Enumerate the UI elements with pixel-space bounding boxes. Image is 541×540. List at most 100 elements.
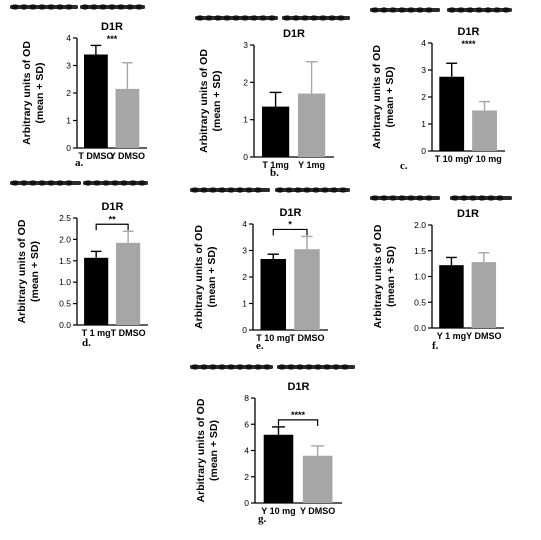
y-tick-label: 3 [243, 40, 248, 50]
y-axis-label: (mean + SD) [34, 63, 46, 124]
panel-letter: g. [258, 513, 267, 525]
y-axis-label: Arbitrary units of OD [193, 225, 205, 329]
y-tick-label: 0.5 [414, 297, 426, 307]
x-tick-label: T 1 mg [82, 328, 111, 338]
blot-lane [30, 180, 36, 186]
bar [262, 106, 290, 157]
blot-lane [260, 15, 266, 21]
panel-letter: c. [400, 160, 408, 172]
blot-lane [219, 187, 225, 193]
blot-lane [242, 15, 248, 21]
chart-panel-e: D1R Arbitrary units of OD (mean + SD) 0 1 2 3 4… [190, 187, 350, 352]
blot-lane [201, 187, 207, 193]
significance-label: **** [291, 410, 306, 420]
blot-lane [286, 187, 292, 193]
bar [263, 434, 294, 503]
blot-lane [251, 15, 257, 21]
bar [115, 88, 140, 148]
y-tick-label: 2 [242, 272, 247, 282]
blot-lane [82, 4, 88, 10]
blot-lane [48, 4, 54, 10]
blot-lane [485, 7, 491, 13]
y-axis-label: (mean + SD) [211, 71, 223, 132]
x-tick-label: Y DMSO [466, 331, 501, 341]
blot-lane [39, 4, 45, 10]
bar [439, 265, 464, 328]
bar [302, 455, 333, 503]
blot-lane [399, 195, 405, 201]
blot-lane [381, 195, 387, 201]
blot-lane [390, 7, 396, 13]
y-tick-label: 1.5 [414, 246, 426, 256]
blot-lane [333, 364, 339, 370]
blot-lane [21, 180, 27, 186]
blot-lane [224, 15, 230, 21]
bar [439, 76, 465, 151]
blot-lane [30, 4, 36, 10]
blot-lane [206, 15, 212, 21]
panel-letter: f. [432, 340, 439, 352]
y-tick-label: 1 [242, 299, 247, 309]
y-axis-label: Arbitrary units of OD [16, 219, 28, 323]
chart-title: D1R [101, 21, 123, 33]
y-tick-label: 2.0 [414, 220, 426, 230]
blot-lane [302, 15, 308, 21]
y-axis-label: (mean + SD) [29, 241, 41, 302]
x-tick-label: T DMSO [78, 151, 113, 161]
y-tick-label: 2 [244, 472, 249, 482]
panel-letter: a. [75, 157, 84, 169]
blot-lane [331, 187, 337, 193]
x-tick-label: T DMSO [290, 333, 325, 343]
y-tick-label: 0 [244, 498, 249, 508]
chart-title: D1R [283, 28, 305, 40]
blot-lane [381, 7, 387, 13]
y-tick-label: 8 [244, 393, 249, 403]
y-tick-label: 0 [421, 146, 426, 156]
chart-title: D1R [457, 26, 479, 38]
blot-lane [91, 4, 97, 10]
blot-lane [306, 364, 312, 370]
blot-lane [233, 15, 239, 21]
blot-lane [470, 195, 476, 201]
x-tick-label: Y 10 mg [261, 506, 295, 516]
x-tick-label: Y 1mg [298, 160, 325, 170]
blot-lane [121, 180, 127, 186]
chart-panel-d: D1R Arbitrary units of OD (mean + SD) 0.0 0.… [10, 180, 148, 349]
significance-label: * [288, 219, 292, 229]
blot-lane [210, 364, 216, 370]
blot-lane [458, 7, 464, 13]
blot-lane [48, 180, 54, 186]
y-tick-label: 1 [421, 119, 426, 129]
blot-lane [315, 364, 321, 370]
blot-lane [139, 180, 145, 186]
blot-lane [255, 187, 261, 193]
blot-band [10, 181, 81, 185]
blot-lane [452, 195, 458, 201]
bar [294, 249, 320, 330]
y-tick-label: 2 [243, 77, 248, 87]
blot-lane [408, 7, 414, 13]
blot-lane [94, 180, 100, 186]
blot-lane [237, 364, 243, 370]
y-tick-label: 2.0 [59, 234, 71, 244]
bar [84, 257, 109, 325]
blot-lane [461, 195, 467, 201]
bar [298, 93, 326, 157]
significance-label: ** [109, 214, 117, 224]
blot-lane [288, 364, 294, 370]
y-tick-label: 0.0 [59, 320, 71, 330]
blot-lane [467, 7, 473, 13]
y-tick-label: 1.5 [59, 256, 71, 266]
y-tick-label: 1 [66, 116, 71, 126]
blot-lane [497, 195, 503, 201]
chart-panel-f: D1R Arbitrary units of OD (mean + SD) 0.0 0.… [370, 195, 512, 352]
blot-lane [57, 4, 63, 10]
blot-lane [322, 187, 328, 193]
y-tick-label: 0.0 [414, 323, 426, 333]
chart-title: D1R [279, 207, 301, 219]
blot-lane [277, 187, 283, 193]
blot-lane [210, 187, 216, 193]
y-tick-label: 3 [66, 61, 71, 71]
blot-lane [311, 15, 317, 21]
y-tick-label: 1.0 [414, 272, 426, 282]
